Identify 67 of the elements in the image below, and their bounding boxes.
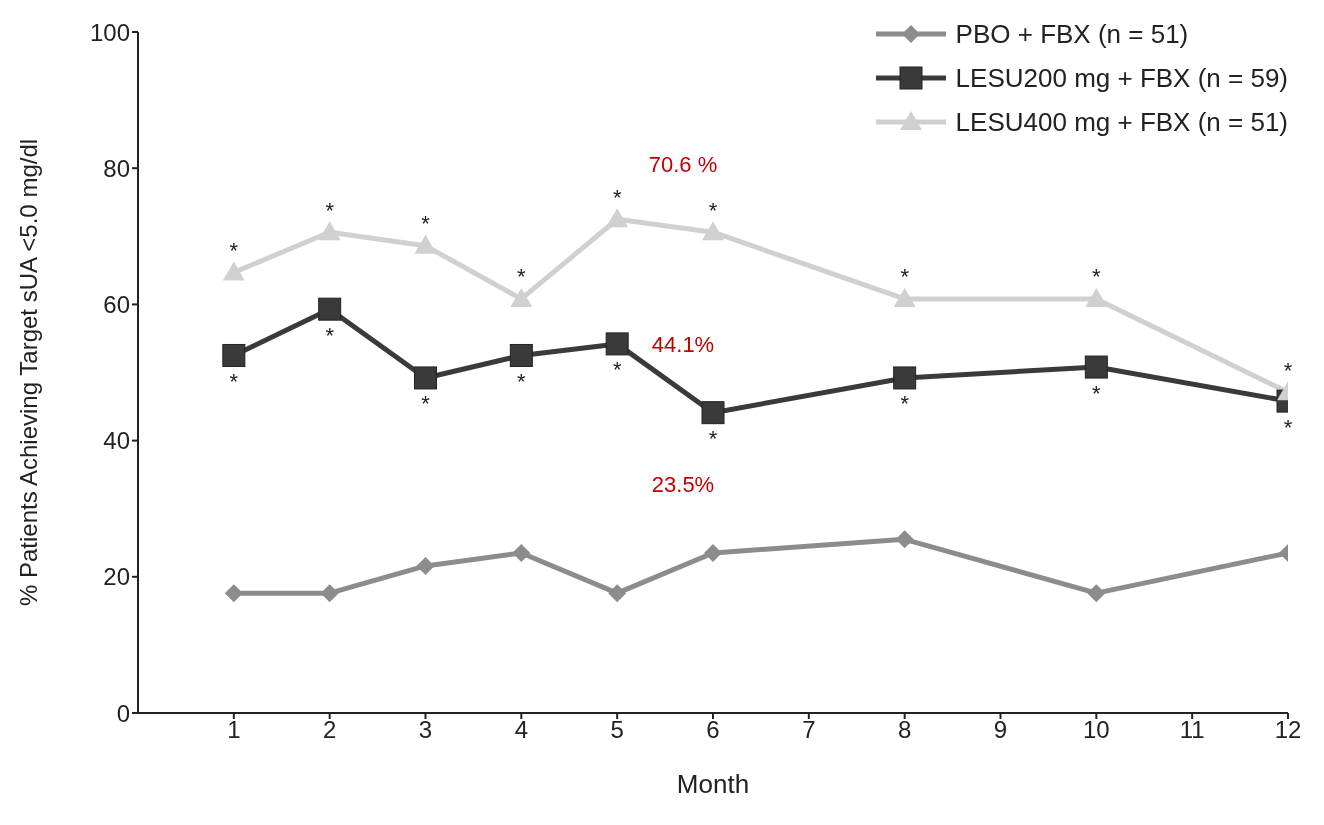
point — [509, 343, 533, 367]
annotation: * — [900, 264, 910, 290]
y-tick-label: 100 — [89, 18, 130, 46]
point — [1085, 287, 1108, 307]
annotation: * — [708, 426, 718, 452]
x-axis-title: Month — [676, 769, 750, 799]
x-tick-label: 1 — [227, 716, 241, 744]
point — [512, 543, 531, 562]
point — [704, 543, 722, 562]
annotation: * — [229, 237, 239, 263]
annotation: * — [421, 211, 431, 237]
point — [224, 584, 243, 603]
x-tick-label: 10 — [1082, 716, 1110, 744]
annotation: * — [708, 197, 718, 223]
point — [1084, 355, 1108, 379]
annotation: * — [1092, 264, 1102, 290]
legend-label: PBO + FBX (n = 51) — [955, 18, 1189, 51]
annotation: * — [325, 322, 335, 348]
point — [510, 287, 533, 307]
annotation: * — [517, 368, 527, 394]
y-tick-label: 40 — [103, 427, 130, 455]
annotation: * — [1092, 380, 1102, 406]
x-tick-label: 6 — [706, 716, 720, 744]
annotation: * — [517, 264, 527, 290]
point — [414, 234, 437, 254]
point — [222, 261, 245, 281]
annotation: * — [900, 391, 910, 417]
annotation: * — [1283, 414, 1293, 440]
legend-label: LESU400 mg + FBX (n = 51) — [955, 106, 1288, 139]
annotation: * — [325, 197, 335, 223]
point — [895, 530, 914, 549]
x-tick-label: 7 — [802, 716, 816, 744]
point — [416, 556, 435, 575]
x-tick-label: 2 — [322, 716, 337, 744]
x-tick-label: 4 — [514, 716, 529, 744]
y-tick-label: 80 — [103, 154, 130, 182]
y-tick-label: 0 — [116, 699, 130, 727]
legend-label: LESU200 mg + FBX (n = 59) — [955, 62, 1288, 95]
point — [605, 332, 629, 356]
x-tick-label: 11 — [1179, 716, 1205, 744]
point — [222, 343, 246, 367]
annotation: 23.5% — [651, 472, 715, 498]
annotation: * — [421, 391, 431, 417]
annotation: 70.6 % — [648, 151, 718, 177]
point — [318, 221, 341, 241]
point — [893, 287, 916, 307]
x-tick-label: 12 — [1274, 716, 1302, 744]
point — [606, 208, 629, 228]
y-axis-title: % Patients Achieving Target sUA <5.0 mg/dl — [14, 138, 42, 607]
point — [608, 584, 627, 603]
x-tick-label: 8 — [897, 716, 912, 744]
point — [1087, 584, 1106, 603]
point — [701, 401, 725, 425]
point — [318, 297, 342, 321]
point — [893, 366, 917, 390]
annotation: 44.1% — [651, 332, 715, 358]
annotation: * — [612, 357, 622, 383]
x-tick-label: 5 — [610, 716, 624, 744]
x-tick-label: 3 — [418, 716, 433, 744]
annotation: * — [229, 368, 239, 394]
annotation: * — [1283, 357, 1293, 383]
point — [702, 221, 724, 241]
y-tick-label: 20 — [103, 563, 130, 591]
point — [414, 366, 437, 390]
annotation: * — [612, 184, 622, 210]
x-tick-label: 9 — [993, 716, 1008, 744]
y-tick-label: 60 — [103, 290, 130, 318]
